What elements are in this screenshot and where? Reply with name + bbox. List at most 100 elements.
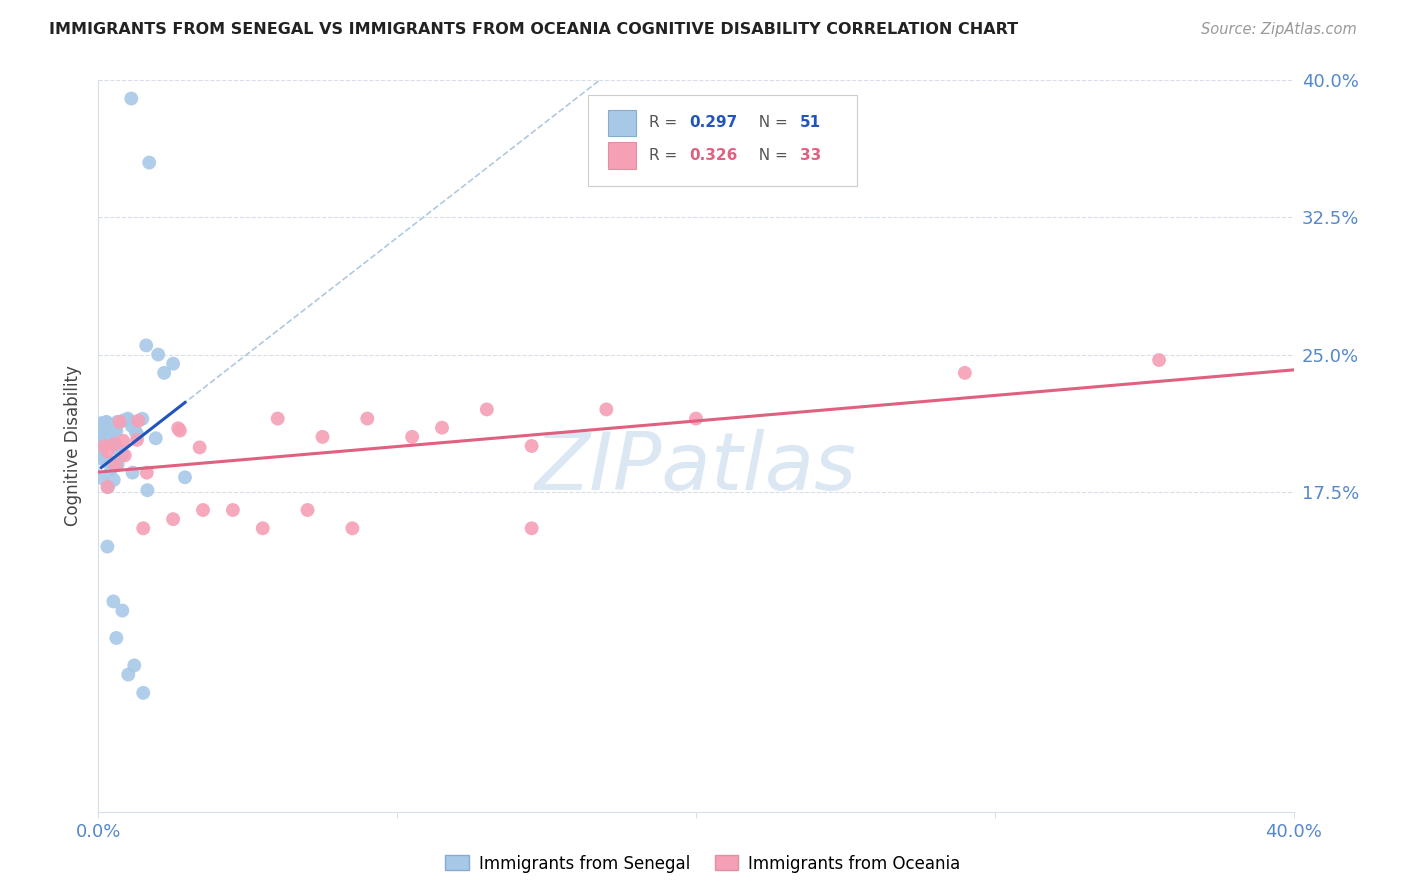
Text: N =: N = <box>748 148 792 163</box>
Point <box>162 357 184 371</box>
Point <box>138 155 160 169</box>
Point <box>90 416 112 430</box>
Point <box>90 424 112 438</box>
Point <box>167 421 190 435</box>
Point <box>93 434 115 449</box>
Point <box>90 471 112 485</box>
Point <box>430 421 453 435</box>
FancyBboxPatch shape <box>589 95 858 186</box>
Point <box>475 402 498 417</box>
Point <box>112 434 135 448</box>
Text: Source: ZipAtlas.com: Source: ZipAtlas.com <box>1201 22 1357 37</box>
Text: R =: R = <box>650 148 682 163</box>
Point <box>121 466 143 480</box>
Point <box>1147 353 1170 368</box>
Point <box>132 521 155 535</box>
Point <box>105 424 128 438</box>
Point <box>103 473 125 487</box>
FancyBboxPatch shape <box>607 143 637 169</box>
Point <box>100 426 122 441</box>
Text: 51: 51 <box>800 115 821 130</box>
Point <box>90 432 112 446</box>
Point <box>174 470 197 484</box>
Point <box>90 443 112 458</box>
Text: IMMIGRANTS FROM SENEGAL VS IMMIGRANTS FROM OCEANIA COGNITIVE DISABILITY CORRELAT: IMMIGRANTS FROM SENEGAL VS IMMIGRANTS FR… <box>49 22 1018 37</box>
Point <box>169 424 191 438</box>
Point <box>107 442 129 457</box>
Point <box>311 430 333 444</box>
Point <box>135 466 157 480</box>
Point <box>124 658 146 673</box>
Point <box>96 434 118 448</box>
Text: ZIPatlas: ZIPatlas <box>534 429 858 507</box>
Point <box>91 451 114 466</box>
Point <box>111 448 134 462</box>
Point <box>520 439 543 453</box>
Point <box>120 91 142 105</box>
Point <box>98 432 121 446</box>
Point <box>401 430 423 444</box>
Point <box>96 480 118 494</box>
Point <box>953 366 976 380</box>
Point <box>117 667 139 681</box>
Point <box>145 431 167 445</box>
Point <box>103 594 125 608</box>
Point <box>90 450 112 464</box>
Point <box>97 444 120 458</box>
Point <box>125 433 148 447</box>
Point <box>342 521 364 535</box>
Point <box>97 434 120 448</box>
Text: 0.326: 0.326 <box>689 148 737 163</box>
Point <box>93 439 115 453</box>
Point <box>153 366 176 380</box>
Point <box>104 458 127 473</box>
Y-axis label: Cognitive Disability: Cognitive Disability <box>65 366 83 526</box>
Point <box>107 458 129 472</box>
Point <box>191 503 214 517</box>
FancyBboxPatch shape <box>607 110 637 136</box>
Point <box>135 338 157 352</box>
Point <box>222 503 245 517</box>
Point <box>267 411 290 425</box>
Point <box>104 422 127 436</box>
Point <box>132 686 155 700</box>
Point <box>125 425 148 439</box>
Point <box>96 540 118 554</box>
Point <box>595 402 617 417</box>
Point <box>520 521 543 535</box>
Point <box>356 411 378 425</box>
Point <box>252 521 274 535</box>
Point <box>136 483 159 498</box>
Point <box>105 415 128 429</box>
Point <box>96 415 118 429</box>
Point <box>117 411 139 425</box>
Point <box>188 441 211 455</box>
Point <box>297 503 319 517</box>
Point <box>93 425 115 439</box>
Point <box>121 418 143 433</box>
Point <box>127 427 149 442</box>
Point <box>131 411 153 425</box>
Text: N =: N = <box>748 115 792 130</box>
Legend: Immigrants from Senegal, Immigrants from Oceania: Immigrants from Senegal, Immigrants from… <box>439 848 967 880</box>
Point <box>105 631 128 645</box>
Point <box>97 480 120 494</box>
Point <box>685 411 707 425</box>
Point <box>96 415 118 429</box>
Point <box>114 449 136 463</box>
Point <box>90 417 112 432</box>
Text: 33: 33 <box>800 148 821 163</box>
Point <box>100 455 122 469</box>
Point <box>97 430 120 444</box>
Point <box>127 414 149 428</box>
Point <box>162 512 184 526</box>
Point <box>115 413 138 427</box>
Text: 0.297: 0.297 <box>689 115 737 130</box>
Point <box>103 437 125 451</box>
Point <box>148 347 170 362</box>
Point <box>111 603 134 617</box>
Point <box>108 415 131 429</box>
Text: R =: R = <box>650 115 682 130</box>
Point <box>111 413 134 427</box>
Point <box>100 462 122 476</box>
